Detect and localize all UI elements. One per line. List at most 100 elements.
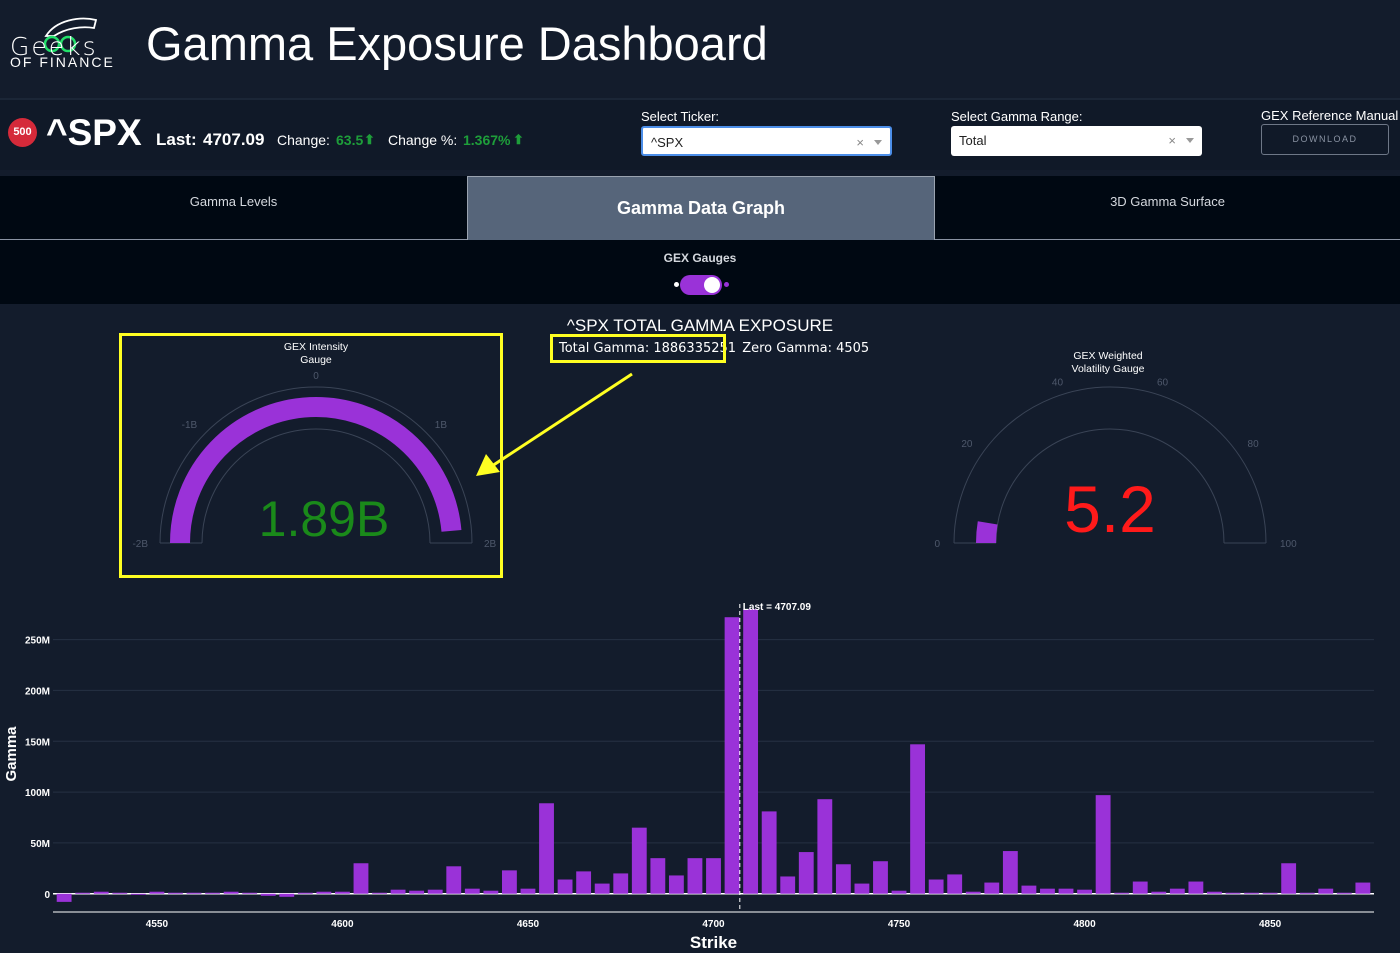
x-tick-label: 4550 (146, 919, 169, 930)
chevron-down-icon[interactable] (1186, 138, 1194, 143)
gauge-tick-label: 0 (313, 371, 319, 382)
gamma-bar (1114, 892, 1130, 894)
gamma-bar (1151, 891, 1167, 894)
gamma-bar (1040, 888, 1055, 894)
tab-bar: Gamma Levels Gamma Data Graph 3D Gamma S… (0, 176, 1400, 240)
gamma-bar (817, 799, 833, 894)
toggle-off-indicator (674, 282, 679, 287)
gauge-title-line1: GEX Intensity (284, 341, 349, 353)
download-button[interactable]: DOWNLOAD (1261, 124, 1389, 155)
ticker-select[interactable]: ^SPX × (641, 126, 892, 156)
y-tick-label: 100M (25, 788, 50, 799)
x-axis-title: Strike (690, 933, 737, 952)
range-select-value: Total (959, 133, 987, 148)
gauge-tick-label: 1B (435, 420, 448, 431)
ticker-bar: 500 ^SPX Last: 4707.09 Change: 63.5 ⬆ Ch… (0, 98, 1400, 170)
gamma-bar (1225, 892, 1241, 894)
gamma-bar (353, 863, 369, 894)
gamma-bar (242, 892, 258, 894)
clear-icon[interactable]: × (1168, 133, 1176, 148)
ticker-symbol: ^SPX (46, 112, 142, 153)
chevron-down-icon[interactable] (874, 140, 882, 145)
gamma-bar (947, 874, 963, 894)
x-tick-label: 4650 (517, 919, 540, 930)
tab-3d-gamma-surface[interactable]: 3D Gamma Surface (1110, 194, 1225, 209)
gauge-tick-label: 40 (1052, 377, 1064, 388)
gauge-tick-label: -2B (132, 539, 148, 550)
app-header: Geeks OF FINANCE Gamma Exposure Dashboar… (0, 0, 1400, 88)
gex-gauges-toggle[interactable] (680, 275, 722, 295)
gauge-value: 1.89B (259, 491, 390, 547)
last-value: 4707.09 (203, 130, 265, 149)
gamma-bar (1281, 863, 1297, 894)
change-label: Change: (277, 132, 330, 148)
gamma-bar (297, 892, 313, 894)
geeks-of-finance-logo: Geeks OF FINANCE (8, 14, 134, 74)
gamma-bar (464, 888, 480, 894)
x-tick-label: 4850 (1259, 919, 1282, 930)
gamma-bar (1318, 888, 1334, 894)
x-tick-label: 4800 (1073, 919, 1096, 930)
gamma-bar (168, 892, 183, 894)
total-gamma-highlight-box (550, 334, 726, 363)
gauge-title-line2: Volatility Gauge (1072, 363, 1145, 375)
gamma-bar (854, 883, 870, 894)
gamma-bar (594, 883, 610, 894)
gauge-tick-label: 100 (1280, 539, 1297, 550)
ticker-select-value: ^SPX (651, 135, 684, 150)
y-tick-label: 250M (25, 636, 50, 647)
gamma-bar (798, 852, 814, 894)
x-tick-label: 4750 (888, 919, 911, 930)
gamma-bar (557, 879, 573, 894)
logo-mark (43, 17, 98, 53)
gamma-bar (761, 811, 777, 894)
gex-volatility-gauge: GEX Weighted Volatility Gauge 0 20 40 60 80 1… (934, 350, 1297, 550)
gamma-bar (706, 858, 721, 894)
range-select[interactable]: Total × (951, 126, 1202, 156)
gamma-bar (1355, 882, 1371, 894)
graph-title: ^SPX TOTAL GAMMA EXPOSURE (566, 316, 834, 335)
gamma-bar (668, 875, 684, 894)
gauge-outer-arc (159, 386, 473, 544)
tab-gamma-data-graph[interactable]: Gamma Data Graph (467, 176, 935, 240)
tab-gamma-levels[interactable]: Gamma Levels (189, 194, 278, 209)
gamma-bar (1299, 892, 1315, 894)
y-tick-label: 50M (31, 839, 50, 850)
gamma-bar (93, 891, 109, 894)
gex-gauges-label: GEX Gauges (663, 251, 737, 265)
last-price-label: Last = 4707.09 (743, 602, 812, 613)
gamma-bar (891, 890, 907, 894)
up-arrow-icon: ⬆ (513, 132, 524, 147)
gamma-info: Total Gamma: 1886335251 Zero Gamma: 4505 (559, 341, 869, 356)
zero-gamma-text: Zero Gamma: 4505 (742, 341, 870, 356)
gamma-bar (1132, 881, 1148, 894)
gamma-bar (1169, 888, 1185, 894)
gauge-inner-arc (201, 428, 431, 544)
gauge-value: 5.2 (1064, 472, 1156, 546)
x-tick-label: 4600 (331, 919, 354, 930)
gauge-value-bar (170, 397, 462, 544)
gauge-tick-label: 2B (484, 539, 497, 550)
gamma-bar (279, 893, 295, 897)
range-select-label: Select Gamma Range: (951, 109, 1083, 124)
gamma-bar (539, 803, 554, 894)
gamma-bar (56, 893, 72, 902)
gauge-tick-label: 20 (961, 439, 973, 450)
gamma-bar (372, 892, 387, 894)
toggle-knob[interactable] (704, 277, 720, 293)
gamma-bar (965, 891, 981, 894)
gauge-tick-label: -1B (182, 420, 198, 431)
gauge-tick-label: 60 (1157, 377, 1169, 388)
total-gamma-text: Total Gamma: 1886335251 (559, 341, 737, 356)
manual-label: GEX Reference Manual (1261, 108, 1399, 123)
x-tick-label: 4700 (702, 919, 725, 930)
gamma-bar (910, 744, 926, 894)
gauge-value-bar (976, 521, 998, 544)
gamma-bar (1021, 885, 1037, 894)
y-tick-label: 150M (25, 737, 50, 748)
clear-icon[interactable]: × (856, 135, 864, 150)
gamma-bar (520, 888, 536, 894)
gauge-title-line1: GEX Weighted (1073, 350, 1142, 362)
gamma-bar (650, 858, 666, 894)
toggle-on-indicator (724, 282, 729, 287)
